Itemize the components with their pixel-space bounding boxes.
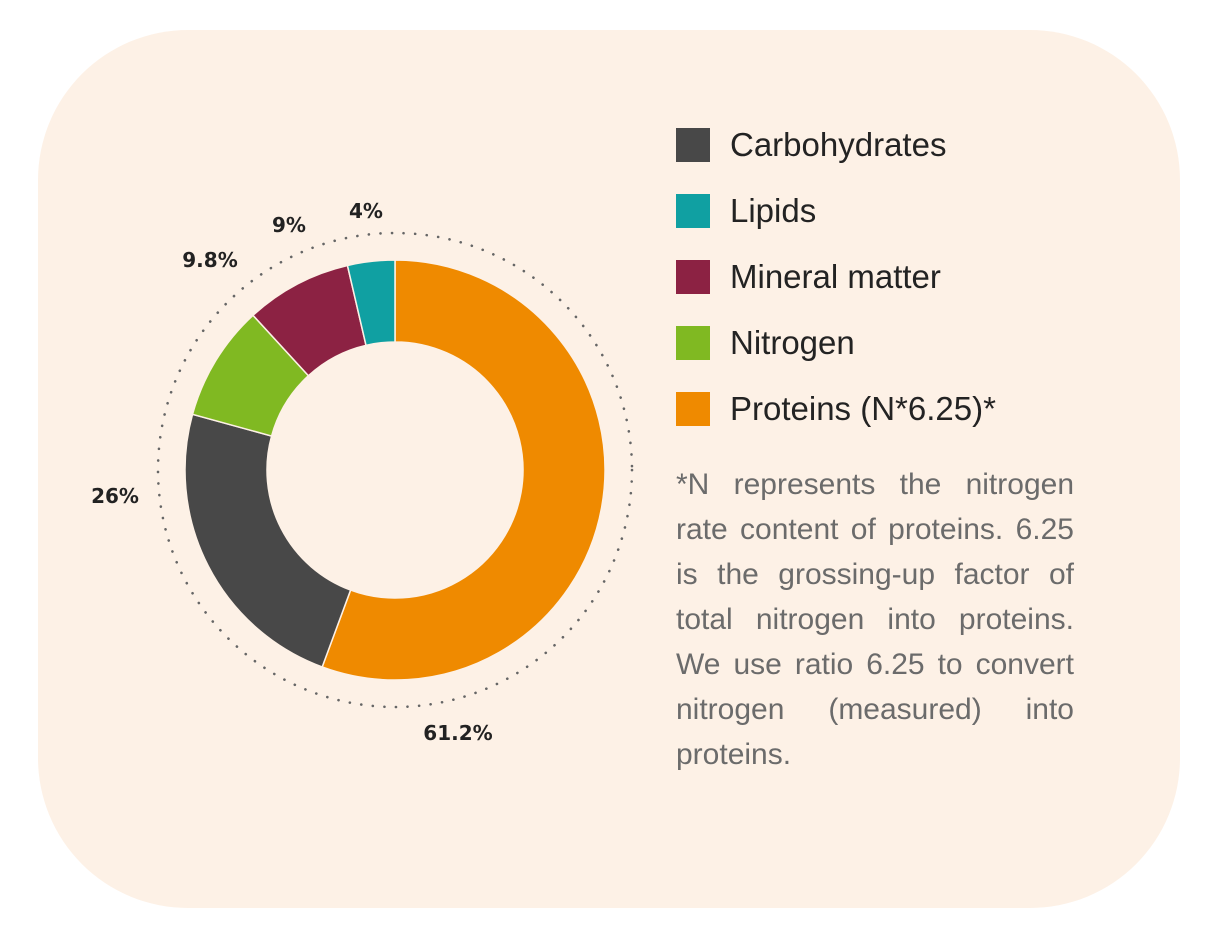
legend-swatch bbox=[676, 392, 710, 426]
legend-item-proteins: Proteins (N*6.25)* bbox=[676, 376, 1096, 442]
data-label-lipids: 4% bbox=[349, 199, 383, 223]
legend-swatch bbox=[676, 326, 710, 360]
legend-swatch bbox=[676, 194, 710, 228]
legend-swatch bbox=[676, 260, 710, 294]
legend-item-carbohydrates: Carbohydrates bbox=[676, 112, 1096, 178]
legend-label: Lipids bbox=[730, 192, 817, 229]
legend-label: Proteins (N*6.25)* bbox=[730, 390, 996, 427]
slice-lipids bbox=[346, 259, 396, 347]
footnote: *N represents the nitrogen rate content … bbox=[676, 468, 1074, 771]
data-label-mineral-matter: 9% bbox=[272, 213, 306, 237]
legend-label: Mineral matter bbox=[730, 258, 941, 295]
data-label-carbohydrates: 26% bbox=[91, 484, 139, 508]
legend-swatch bbox=[676, 128, 710, 162]
dotted-outer-ring bbox=[156, 231, 634, 709]
legend-item-nitrogen: Nitrogen bbox=[676, 310, 1096, 376]
legend-label: Carbohydrates bbox=[730, 126, 947, 163]
legend: Carbohydrates Lipids Mineral matter Nitr… bbox=[676, 112, 1096, 442]
legend-item-mineral-matter: Mineral matter bbox=[676, 244, 1096, 310]
slice-carbohydrates bbox=[184, 413, 352, 668]
legend-label: Nitrogen bbox=[730, 324, 855, 361]
data-label-proteins: 61.2% bbox=[423, 721, 492, 745]
data-label-nitrogen: 9.8% bbox=[182, 248, 237, 272]
legend-item-lipids: Lipids bbox=[676, 178, 1096, 244]
slice-proteins-n-6-25 bbox=[321, 259, 606, 681]
donut-slices bbox=[184, 259, 606, 681]
